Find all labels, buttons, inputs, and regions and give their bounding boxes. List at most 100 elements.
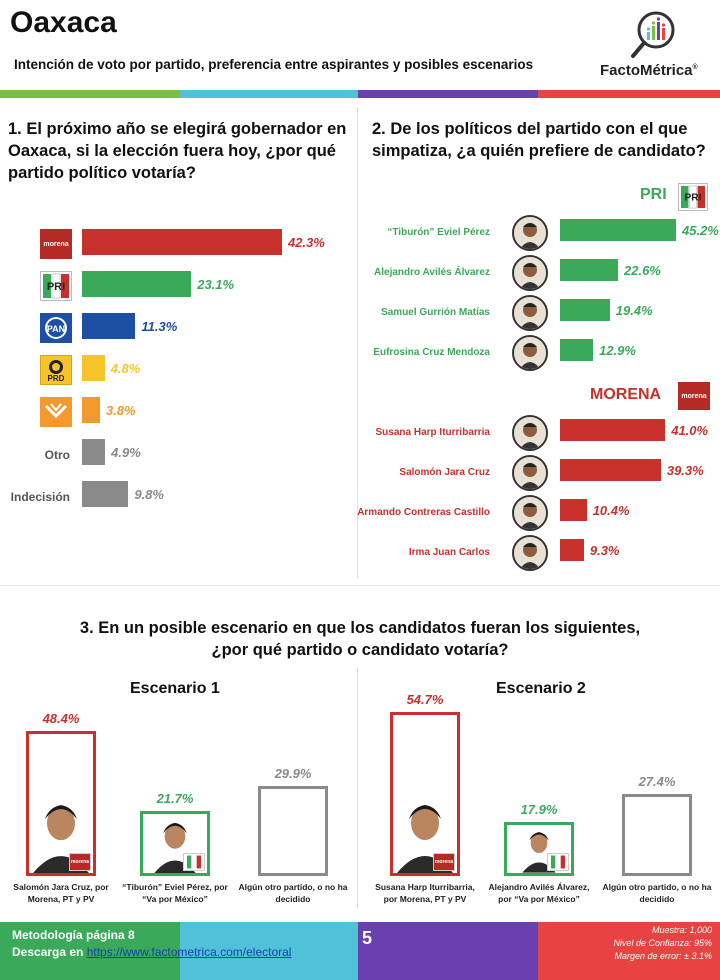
footer-band-red	[538, 922, 720, 980]
methodology-note: Metodología página 8	[12, 928, 135, 942]
footer-band-purple	[358, 922, 538, 980]
q2-question: 2. De los políticos del partido con el q…	[372, 120, 706, 160]
q1-bar	[82, 355, 105, 381]
scenario-bar	[504, 822, 574, 876]
q3-question-line2: ¿por qué partido o candidato votaría?	[211, 641, 509, 659]
q2-value-label: 39.3%	[666, 463, 704, 478]
svg-text:PRI: PRI	[47, 281, 65, 293]
q2-value-label: 22.6%	[624, 263, 661, 278]
q1-question: 1. El próximo año se elegirá gobernador …	[8, 120, 347, 182]
section-divider	[357, 108, 358, 578]
q2-value-label: 45.2%	[682, 223, 719, 238]
scenario-value-label: 54.7%	[406, 692, 444, 707]
morena-group-logo-icon: morena	[678, 382, 710, 410]
prd-logo-icon: PRD	[40, 355, 72, 385]
logo-text: FactoMétrica	[600, 62, 693, 79]
svg-text:PAN: PAN	[47, 324, 65, 334]
candidate-photo	[512, 415, 548, 451]
svg-text:PRD: PRD	[48, 374, 65, 383]
scenario-category-label: Algún otro partido, o no ha decidido	[602, 882, 712, 904]
q2-bar	[560, 419, 666, 441]
morena-logo-icon: morena	[40, 229, 72, 259]
pri-group-logo-icon: PRI	[678, 183, 708, 211]
scenario-value-label: 21.7%	[156, 790, 194, 806]
scenario-value-label: 48.4%	[42, 710, 80, 726]
q1-bar	[82, 313, 136, 339]
pri-logo-icon: PRI	[40, 271, 72, 301]
q1-value-label: 4.9%	[111, 445, 141, 460]
candidate-photo	[512, 495, 548, 531]
q1-value-label: 11.3%	[141, 319, 178, 334]
scenario-category-label: Salomón Jara Cruz, por Morena, PT y PV	[13, 882, 109, 904]
q2-value-label: 12.9%	[599, 343, 636, 358]
candidate-photo	[512, 215, 548, 251]
svg-text:PRI: PRI	[685, 193, 702, 204]
download-link[interactable]: https://www.factometrica.com/electoral	[86, 945, 292, 959]
candidate-photo	[512, 535, 548, 571]
candidate-photo	[512, 455, 548, 491]
pri-logo-icon	[183, 852, 205, 871]
footer-band-teal	[180, 922, 358, 980]
q2-bar	[560, 539, 584, 561]
color-band-red	[538, 90, 720, 98]
scenario-bar	[140, 810, 210, 876]
scenario-value-label: 27.4%	[638, 773, 676, 789]
page-subtitle: Intención de voto por partido, preferenc…	[14, 57, 534, 72]
scenario-bar	[258, 786, 328, 876]
q1-value-label: 9.8%	[134, 487, 164, 502]
pan-logo-icon: PAN	[40, 313, 72, 343]
morena-logo-icon: morena	[433, 853, 455, 871]
q3-question-line1: 3. En un posible escenario en que los ca…	[79, 619, 641, 637]
morena-logo-icon: morena	[69, 852, 91, 871]
candidate-name: Susana Harp Iturribarria	[375, 427, 490, 438]
download-prefix: Descarga en	[12, 945, 87, 959]
q2-bar	[560, 259, 618, 281]
color-band-purple	[358, 90, 538, 98]
q1-value-label: 4.8%	[110, 361, 141, 376]
morena-group-label: MORENA	[590, 386, 662, 403]
scenario-bar: morena	[26, 730, 96, 876]
scenario-category-label: “Tiburón” Eviel Pérez, por “Va por Méxic…	[122, 882, 228, 904]
q1-bar	[82, 481, 129, 507]
download-note: Descarga en https://www.factometrica.com…	[12, 945, 291, 959]
q2-bar	[560, 499, 587, 521]
candidate-photo	[512, 335, 548, 371]
q1-bar	[82, 439, 106, 465]
scenario-bar: morena	[390, 712, 460, 876]
page-number: 5	[362, 928, 373, 948]
scenario2-title: Escenario 2	[496, 680, 586, 697]
page-title: Oaxaca	[10, 6, 117, 39]
magnifier-chart-icon	[631, 11, 675, 58]
q2-value-label: 19.4%	[615, 303, 653, 318]
color-band-green	[0, 90, 180, 98]
scenario-value-label: 29.9%	[274, 766, 312, 782]
candidate-name: Irma Juan Carlos	[408, 547, 490, 558]
q2-bar	[560, 339, 594, 361]
margin-of-error: Margen de error: ± 3.1%	[614, 951, 712, 961]
pri-logo-icon	[547, 852, 569, 871]
candidate-name: Samuel Gurrión Matías	[381, 307, 490, 318]
section-rule	[0, 585, 720, 586]
scenario-divider	[357, 668, 358, 908]
pri-group-label: PRI	[640, 186, 667, 203]
q1-bar	[82, 271, 192, 297]
q2-value-label: 9.3%	[589, 543, 620, 558]
q1-value-label: 3.8%	[105, 403, 136, 418]
q1-bar	[82, 229, 282, 255]
q1-label-other: Otro	[44, 448, 70, 462]
q1-value-label: 42.3%	[288, 235, 325, 250]
q2-value-label: 41.0%	[671, 423, 709, 438]
registered-mark: ®	[692, 64, 698, 71]
footer-band-green	[0, 922, 180, 980]
q2-bar	[560, 299, 610, 321]
candidate-name: Salomón Jara Cruz	[399, 467, 490, 478]
sample-size: Muestra: 1,000	[651, 925, 712, 935]
scenario1-title: Escenario 1	[130, 680, 220, 697]
q1-value-label: 23.1%	[197, 277, 235, 292]
scenario-value-label: 17.9%	[520, 802, 558, 818]
factometrica-logo: FactoMétrica®	[600, 8, 712, 84]
scenario-category-label: Algún otro partido, o no ha decidido	[238, 882, 348, 904]
q1-bar	[82, 397, 100, 423]
scenario-category-label: Alejandro Avilés Álvarez, por “Va por Mé…	[488, 882, 590, 904]
candidate-photo	[512, 295, 548, 331]
